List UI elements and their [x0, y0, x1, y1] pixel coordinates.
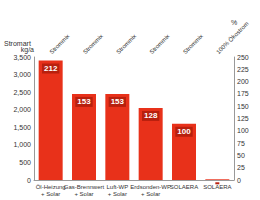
svg-text:100% Ökostrom: 100% Ökostrom [215, 21, 250, 56]
svg-text:Strommix: Strommix [182, 33, 204, 55]
svg-text:150: 150 [237, 103, 249, 110]
svg-text:1,500: 1,500 [13, 124, 31, 131]
svg-text:1,000: 1,000 [13, 141, 31, 148]
svg-text:500: 500 [19, 159, 31, 166]
svg-text:%: % [231, 19, 237, 26]
svg-text:Erdsonden-WP: Erdsonden-WP [130, 184, 171, 190]
svg-text:Strommix: Strommix [149, 33, 171, 55]
svg-text:Gas-Brennwert: Gas-Brennwert [64, 184, 105, 190]
svg-text:212: 212 [44, 64, 58, 73]
svg-text:100: 100 [237, 127, 249, 134]
svg-text:200: 200 [237, 78, 249, 85]
svg-text:175: 175 [237, 90, 249, 97]
svg-text:Luft-WP: Luft-WP [106, 184, 128, 190]
svg-text:SOLAERA: SOLAERA [203, 184, 231, 190]
svg-text:3,500: 3,500 [13, 54, 31, 61]
svg-text:+ Solar: + Solar [41, 191, 60, 197]
svg-text:0: 0 [27, 177, 31, 184]
svg-text:2,500: 2,500 [13, 89, 31, 96]
svg-text:100: 100 [177, 127, 191, 136]
svg-text:Stromart: Stromart [4, 40, 31, 47]
svg-text:+ Solar: + Solar [141, 191, 160, 197]
svg-text:153: 153 [77, 97, 91, 106]
svg-text:250: 250 [237, 54, 249, 61]
svg-text:Strommix: Strommix [82, 33, 104, 55]
svg-text:kg/a: kg/a [20, 46, 34, 53]
svg-text:153: 153 [111, 97, 125, 106]
svg-text:25: 25 [237, 164, 245, 171]
svg-text:125: 125 [237, 115, 249, 122]
svg-text:SOLAERA: SOLAERA [170, 184, 198, 190]
svg-text:75: 75 [237, 140, 245, 147]
svg-text:225: 225 [237, 66, 249, 73]
svg-text:Strommix: Strommix [115, 33, 137, 55]
svg-text:3,000: 3,000 [13, 71, 31, 78]
svg-text:128: 128 [144, 111, 158, 120]
svg-text:0: 0 [237, 177, 241, 184]
svg-text:Öl-Heizung: Öl-Heizung [36, 184, 66, 190]
svg-text:+ Solar: + Solar [74, 191, 93, 197]
svg-text:Strommix: Strommix [49, 33, 71, 55]
svg-text:2,000: 2,000 [13, 106, 31, 113]
svg-text:+ Solar: + Solar [108, 191, 127, 197]
svg-text:50: 50 [237, 152, 245, 159]
